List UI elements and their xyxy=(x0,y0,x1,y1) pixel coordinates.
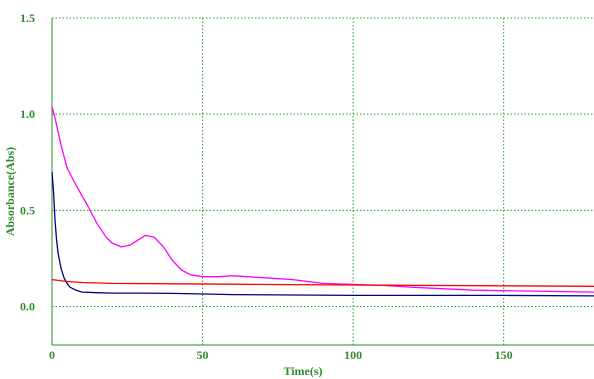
y-tick-label: 1.0 xyxy=(20,107,35,121)
series-lines xyxy=(51,106,594,297)
y-tick-label: 1.5 xyxy=(20,11,35,25)
axes xyxy=(51,18,594,346)
x-axis-label: Time(s) xyxy=(283,364,322,378)
y-tick-label: 0.0 xyxy=(20,300,35,314)
y-tick-label: 0.5 xyxy=(20,203,35,217)
x-tick-label: 0 xyxy=(49,348,55,362)
y-axis-label: Absorbance(Abs) xyxy=(3,147,17,236)
x-tick-label: 50 xyxy=(197,348,209,362)
grid-lines xyxy=(52,17,594,345)
tick-labels: 0 50 100 150 0.0 0.5 1.0 1.5 xyxy=(20,11,513,362)
x-tick-label: 100 xyxy=(344,348,362,362)
series-line-1 xyxy=(51,106,594,293)
series-line-3 xyxy=(51,278,594,287)
series-line-2 xyxy=(51,171,594,297)
x-tick-label: 150 xyxy=(495,348,513,362)
